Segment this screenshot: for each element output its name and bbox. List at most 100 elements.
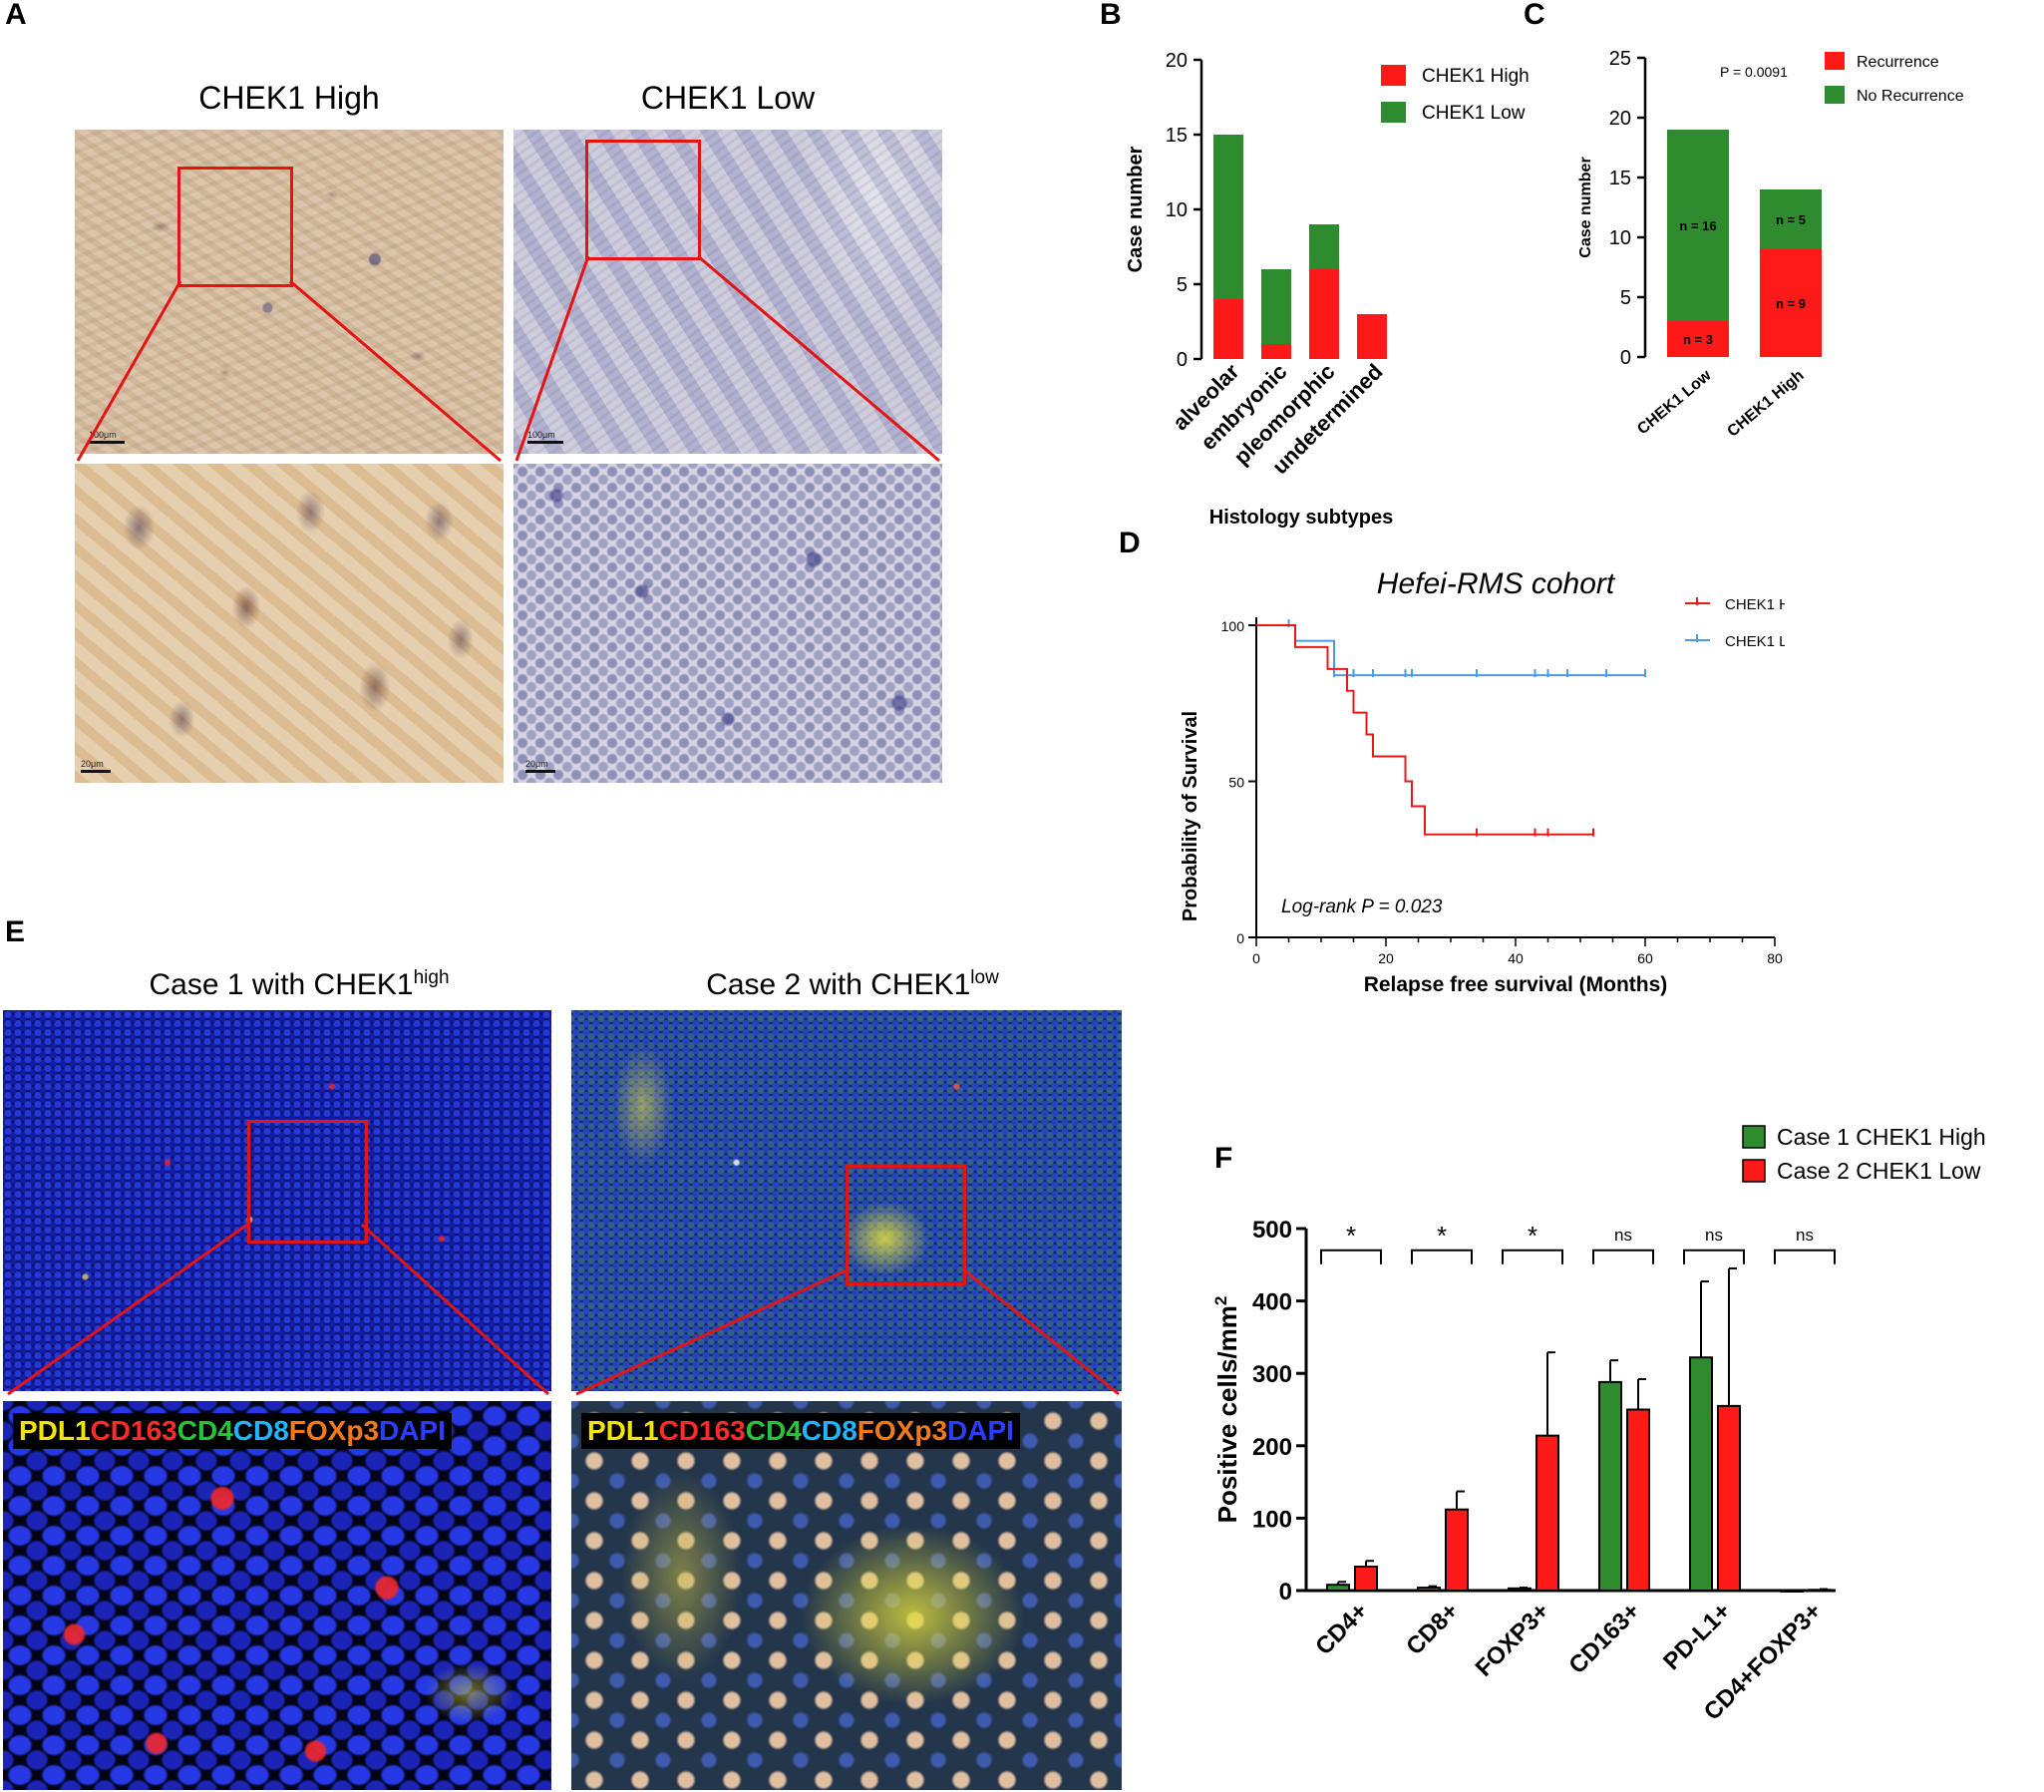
bar-cd8+-case1 bbox=[1417, 1587, 1441, 1593]
x-tick-label: 80 bbox=[1767, 950, 1783, 966]
if-title-case1-text: Case 1 with CHEK1 bbox=[149, 968, 414, 1001]
legend-swatch bbox=[1742, 1159, 1766, 1183]
bar-foxp3+-case1 bbox=[1508, 1587, 1532, 1592]
x-tick-label: CD4+ bbox=[1310, 1598, 1373, 1660]
if-title-case2-text: Case 2 with CHEK1 bbox=[706, 968, 971, 1001]
if-title-case1: Case 1 with CHEK1high bbox=[60, 967, 538, 1002]
ihc-image-low-overview: 100μm bbox=[513, 130, 942, 454]
bar-chek1-high-recurrence bbox=[1760, 249, 1822, 357]
bar-count-label: n = 3 bbox=[1683, 332, 1713, 347]
y-tick-label: 15 bbox=[1609, 168, 1631, 189]
chart-d: Hefei-RMS cohort 0 50 100 0 20 40 60 80 Probabili… bbox=[1180, 567, 1785, 996]
y-tick-label: 400 bbox=[1252, 1289, 1292, 1316]
if-title-case2: Case 2 with CHEK1low bbox=[613, 967, 1092, 1002]
scalebar-low-top bbox=[527, 441, 563, 444]
y-tick-label: 0 bbox=[1620, 347, 1631, 369]
significance-label: ns bbox=[1705, 1226, 1723, 1245]
bar-alveolar-chek1-low bbox=[1213, 135, 1243, 299]
y-tick-label: 25 bbox=[1609, 48, 1631, 70]
significance-label: * bbox=[1346, 1221, 1356, 1251]
if-image-case1-overview bbox=[3, 1010, 551, 1391]
bar-count-label: n = 9 bbox=[1776, 296, 1806, 311]
stain-dapi: DAPI bbox=[947, 1415, 1014, 1446]
stain-cd8: CD8 bbox=[801, 1415, 857, 1446]
significance-bracket bbox=[1502, 1249, 1563, 1264]
legend-swatch bbox=[1742, 1125, 1766, 1149]
legend-swatch bbox=[1381, 65, 1406, 86]
bar-cd163+-case2 bbox=[1626, 1408, 1650, 1592]
y-tick-label: 15 bbox=[1166, 125, 1188, 147]
stain-cd163: CD163 bbox=[90, 1415, 177, 1446]
if-image-case1-zoom: PDL1CD163CD4CD8FOXp3DAPI bbox=[3, 1401, 551, 1790]
legend-label: CHEK1 Low bbox=[1422, 103, 1526, 124]
bar-pd-l1+-case2 bbox=[1717, 1404, 1741, 1592]
significance-bracket bbox=[1683, 1249, 1745, 1264]
bar-cd8+-case2 bbox=[1445, 1508, 1469, 1592]
panel-letter-d: D bbox=[1119, 527, 1141, 559]
ihc-zoom-lines bbox=[76, 254, 940, 463]
y-axis-label: Positive cells/mm2 bbox=[1211, 1296, 1242, 1524]
stain-foxp3: FOXp3 bbox=[856, 1415, 948, 1446]
ihc-title-low: CHEK1 Low bbox=[640, 80, 816, 116]
bar-alveolar-chek1-high bbox=[1213, 299, 1243, 359]
chart-title: Hefei-RMS cohort bbox=[1377, 567, 1616, 600]
significance-label: * bbox=[1437, 1221, 1447, 1251]
ihc-image-high-overview: 100μm bbox=[75, 130, 504, 454]
legend-label: CHEK1 High bbox=[1725, 596, 1785, 613]
bar-pleomorphic-chek1-low bbox=[1309, 224, 1339, 269]
if-image-case2-overview bbox=[571, 1010, 1122, 1391]
y-tick-label: 5 bbox=[1620, 287, 1631, 309]
y-axis-label: Probability of Survival bbox=[1180, 711, 1201, 921]
scalebar-label-high-top: 100μm bbox=[89, 430, 117, 440]
panel-letter-b: B bbox=[1100, 0, 1122, 31]
y-tick-label: 0 bbox=[1177, 349, 1188, 371]
y-tick-label: 50 bbox=[1228, 775, 1244, 791]
x-axis-label: Relapse free survival (Months) bbox=[1364, 973, 1668, 996]
legend-swatch bbox=[1825, 52, 1845, 70]
if-image-case2-zoom: PDL1CD163CD4CD8FOXp3DAPI bbox=[571, 1401, 1122, 1790]
bar-chek1-high-no-recurrence bbox=[1760, 189, 1822, 249]
bar-pleomorphic-chek1-high bbox=[1309, 269, 1339, 359]
y-tick-label: 100 bbox=[1221, 618, 1245, 634]
bar-cd4+-case1 bbox=[1326, 1584, 1350, 1592]
significance-label: ns bbox=[1796, 1226, 1814, 1245]
y-tick-label: 20 bbox=[1166, 50, 1188, 72]
x-axis-label: Histology subtypes bbox=[1209, 507, 1393, 529]
y-tick-label: 200 bbox=[1252, 1434, 1292, 1461]
chart-f: 0 100 200 300 400 500 Positive cells/mm2 * CD4+ *… bbox=[1211, 1124, 1986, 1726]
if-zoom-lines bbox=[7, 1223, 1120, 1396]
y-tick-label: 0 bbox=[1279, 1579, 1292, 1606]
bar-chek1-low-no-recurrence bbox=[1667, 130, 1729, 321]
legend-swatch bbox=[1825, 86, 1845, 104]
log-rank-annotation: Log-rank P = 0.023 bbox=[1281, 896, 1443, 917]
legend-swatch bbox=[1381, 102, 1406, 123]
y-tick-label: 100 bbox=[1252, 1506, 1292, 1533]
zoom-box-low bbox=[585, 140, 701, 260]
legend-label: CHEK1 Low bbox=[1725, 633, 1785, 650]
significance-bracket bbox=[1411, 1249, 1473, 1264]
bar-foxp3+-case2 bbox=[1535, 1434, 1559, 1592]
scalebar-label-high-bottom: 20μm bbox=[81, 759, 104, 769]
p-value-annotation: P = 0.0091 bbox=[1720, 64, 1788, 80]
significance-bracket bbox=[1592, 1249, 1654, 1264]
bar-cd4+foxp3+-case1 bbox=[1780, 1590, 1804, 1593]
significance-bracket bbox=[1320, 1249, 1382, 1264]
stain-dapi: DAPI bbox=[379, 1415, 446, 1446]
bar-undetermined-chek1-high bbox=[1357, 314, 1387, 359]
stain-legend-case1: PDL1CD163CD4CD8FOXp3DAPI bbox=[13, 1413, 452, 1449]
x-tick-label: CHEK1 Low bbox=[1634, 367, 1715, 439]
x-tick-label: CD8+ bbox=[1401, 1598, 1464, 1660]
y-tick-label: 300 bbox=[1252, 1361, 1292, 1388]
x-tick-label: FOXP3+ bbox=[1471, 1598, 1555, 1682]
stain-pdl1: PDL1 bbox=[19, 1415, 91, 1446]
zoom-box-high bbox=[177, 167, 293, 287]
legend-label: Recurrence bbox=[1857, 54, 1939, 71]
stain-cd4: CD4 bbox=[745, 1415, 802, 1446]
y-axis-label: Case number bbox=[1125, 146, 1147, 272]
legend-label: Case 1 CHEK1 High bbox=[1777, 1124, 1986, 1150]
stain-foxp3: FOXp3 bbox=[288, 1415, 380, 1446]
scalebar-high-bottom bbox=[81, 770, 111, 773]
zoom-box-case1 bbox=[247, 1120, 368, 1244]
legend-label: Case 2 CHEK1 Low bbox=[1777, 1158, 1981, 1184]
